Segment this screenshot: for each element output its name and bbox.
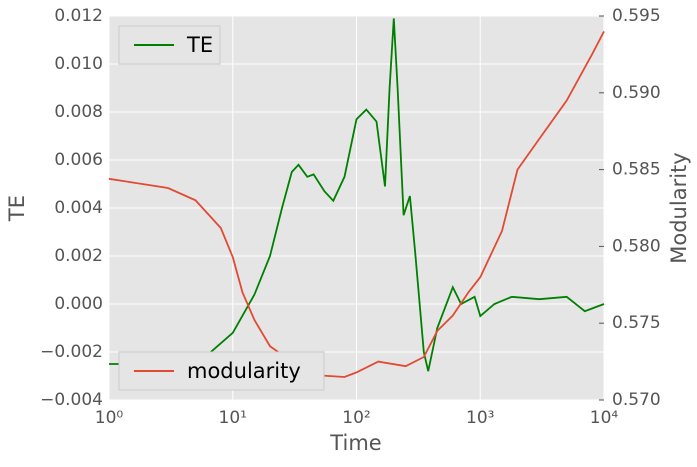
y2-tick-label: 0.585 — [612, 160, 661, 180]
x-tick-label: 10⁰ — [95, 408, 124, 428]
x-tick-label: 10² — [342, 408, 370, 428]
y-tick-label: 0.012 — [54, 6, 103, 26]
legend-label: TE — [186, 33, 213, 57]
x-tick-label: 10⁴ — [590, 408, 619, 428]
legend-label: modularity — [187, 359, 301, 383]
x-axis-label: Time — [329, 431, 381, 455]
y-tick-label: 0.010 — [54, 54, 103, 74]
y-tick-label: 0.008 — [54, 102, 103, 122]
y-tick-label: −0.004 — [40, 390, 103, 410]
y-tick-label: 0.006 — [54, 150, 103, 170]
y2-tick-label: 0.590 — [612, 83, 661, 103]
y2-tick-label: 0.580 — [612, 236, 661, 256]
y2-tick-label: 0.595 — [612, 6, 661, 26]
y2-tick-label: 0.575 — [612, 313, 661, 333]
series-line — [109, 18, 605, 372]
y-tick-label: −0.002 — [40, 342, 103, 362]
y-tick-label: 0.002 — [54, 246, 103, 266]
series-line — [108, 30, 605, 378]
x-tick-label: 10³ — [466, 408, 494, 428]
x-tick-label: 10¹ — [219, 408, 247, 428]
y2-tick-label: 0.570 — [612, 390, 661, 410]
y-tick-label: 0.000 — [54, 294, 103, 314]
y2-axis-label: Modularity — [667, 152, 691, 263]
y-tick-label: 0.004 — [54, 198, 103, 218]
y-axis-label: TE — [5, 195, 29, 222]
